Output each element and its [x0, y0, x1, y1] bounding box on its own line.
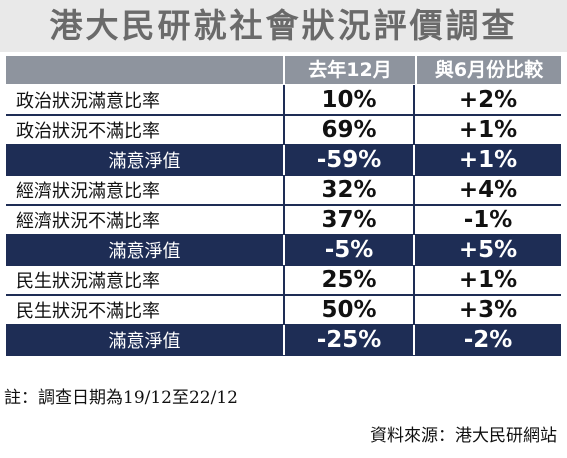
- row-change: +1%: [413, 115, 561, 145]
- row-value: 37%: [283, 205, 413, 235]
- header-blank: [6, 56, 283, 84]
- table-header-row: 去年12月 與6月份比較: [6, 56, 561, 86]
- row-value: -5%: [283, 235, 413, 265]
- header-compare-june: 與6月份比較: [415, 56, 561, 84]
- row-change: +3%: [413, 295, 561, 325]
- table-row: 政治狀況不滿比率 69% +1%: [6, 115, 561, 146]
- row-change: +1%: [413, 265, 561, 295]
- row-value: 50%: [283, 295, 413, 325]
- survey-table: 去年12月 與6月份比較 政治狀況滿意比率 10% +2% 政治狀況不滿比率 69% +1…: [6, 56, 561, 356]
- table-body: 政治狀況滿意比率 10% +2% 政治狀況不滿比率 69% +1% 滿意淨值 -59% +1% 經…: [6, 85, 561, 356]
- row-label: 政治狀況滿意比率: [16, 91, 160, 112]
- source-note: 資料來源：港大民研網站: [370, 426, 557, 446]
- table-row: 民生狀況滿意比率 25% +1%: [6, 265, 561, 296]
- row-label: 滿意淨值: [108, 241, 181, 262]
- table-row: 滿意淨值 -25% -2%: [6, 325, 561, 356]
- row-label: 民生狀況滿意比率: [16, 271, 160, 292]
- row-value: 32%: [283, 175, 413, 205]
- row-change: +1%: [413, 145, 561, 175]
- table-row: 政治狀況滿意比率 10% +2%: [6, 85, 561, 116]
- survey-date-note: 註：調查日期為19/12至22/12: [4, 388, 238, 408]
- row-change: +4%: [413, 175, 561, 205]
- table-row: 民生狀況不滿比率 50% +3%: [6, 295, 561, 326]
- row-change: -1%: [413, 205, 561, 235]
- row-label: 政治狀況不滿比率: [16, 121, 160, 142]
- table-row: 經濟狀況滿意比率 32% +4%: [6, 175, 561, 206]
- row-value: 69%: [283, 115, 413, 145]
- row-change: +2%: [413, 85, 561, 115]
- header-last-december: 去年12月: [283, 56, 415, 84]
- row-value: 10%: [283, 85, 413, 115]
- row-value: -25%: [283, 325, 413, 355]
- table-row: 經濟狀況不滿比率 37% -1%: [6, 205, 561, 236]
- row-label: 經濟狀況不滿比率: [16, 211, 160, 232]
- row-change: +5%: [413, 235, 561, 265]
- row-label: 經濟狀況滿意比率: [16, 181, 160, 202]
- page-title: 港大民研就社會狀況評價調查: [0, 0, 567, 52]
- row-label: 滿意淨值: [108, 331, 181, 352]
- row-label: 民生狀況不滿比率: [16, 301, 160, 322]
- table-row: 滿意淨值 -5% +5%: [6, 235, 561, 266]
- row-change: -2%: [413, 325, 561, 355]
- row-value: -59%: [283, 145, 413, 175]
- table-row: 滿意淨值 -59% +1%: [6, 145, 561, 176]
- row-value: 25%: [283, 265, 413, 295]
- row-label: 滿意淨值: [108, 151, 181, 172]
